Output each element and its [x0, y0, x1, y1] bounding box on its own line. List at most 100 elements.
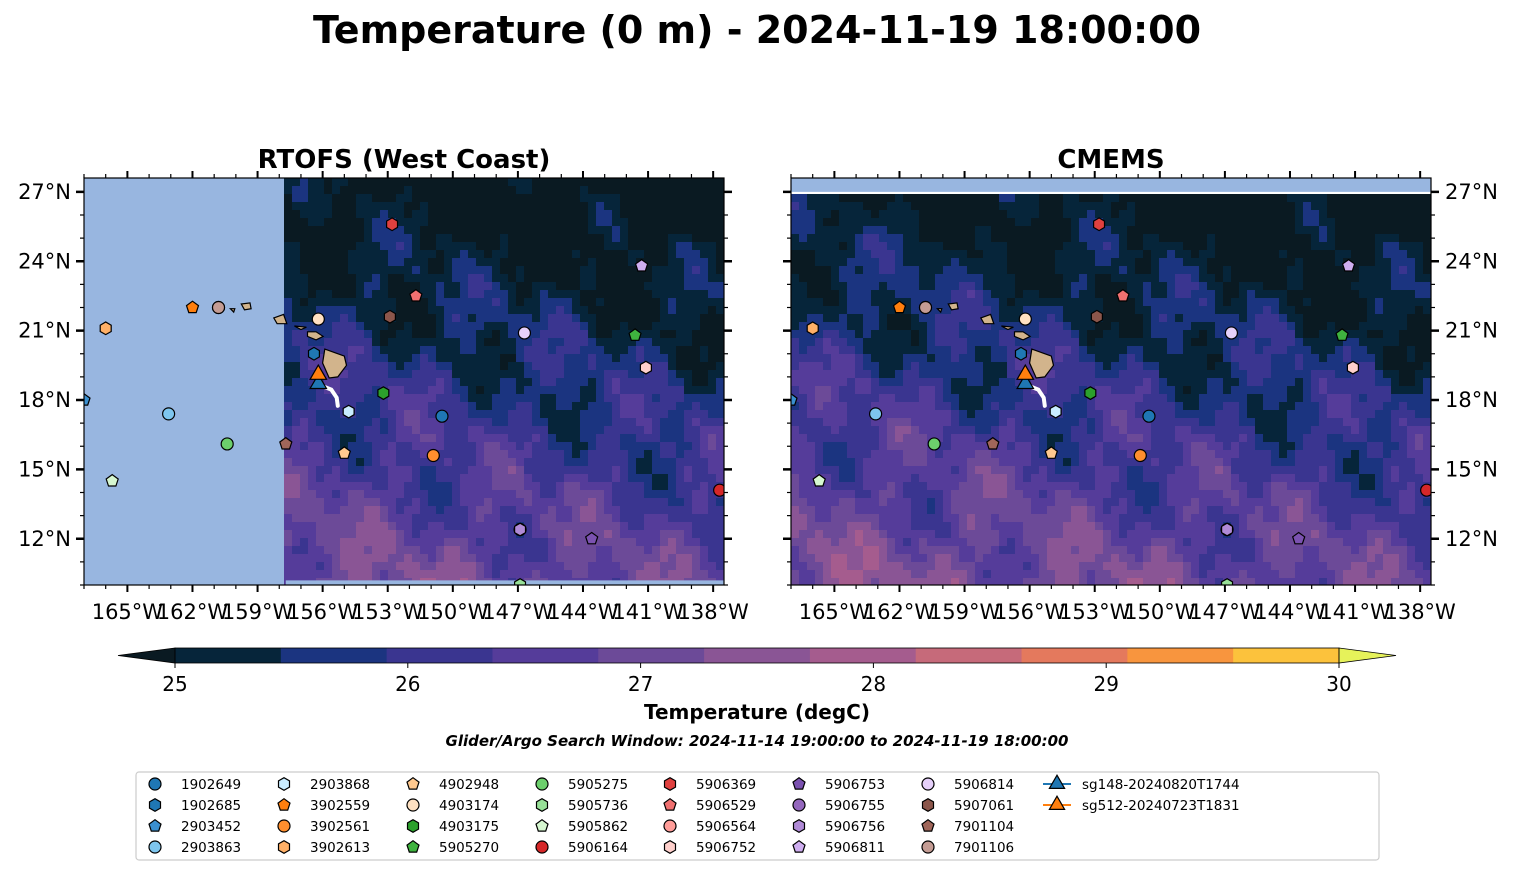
- field-cell: [1351, 282, 1360, 291]
- field-cell: [1095, 234, 1104, 243]
- field-cell: [428, 466, 437, 475]
- field-cell: [1055, 330, 1064, 339]
- field-cell: [644, 394, 653, 403]
- field-cell: [660, 434, 669, 443]
- field-cell: [791, 194, 800, 203]
- field-cell: [580, 418, 589, 427]
- field-cell: [404, 186, 413, 195]
- float-5906753: [584, 531, 599, 545]
- glider-track: [320, 384, 340, 408]
- field-cell: [668, 394, 677, 403]
- field-cell: [660, 490, 669, 499]
- field-cell: [556, 482, 565, 491]
- field-cell: [692, 362, 701, 371]
- field-cell: [604, 562, 613, 571]
- field-cell: [943, 306, 952, 315]
- field-cell: [388, 530, 397, 539]
- field-cell: [428, 442, 437, 451]
- field-cell: [839, 290, 848, 299]
- field-cell: [1279, 242, 1288, 251]
- field-cell: [620, 426, 629, 435]
- field-cell: [596, 178, 605, 187]
- field-cell: [919, 194, 928, 203]
- field-cell: [1159, 306, 1168, 315]
- field-cell: [1343, 242, 1352, 251]
- field-cell: [983, 346, 992, 355]
- field-cell: [1407, 202, 1416, 211]
- field-cell: [540, 314, 549, 323]
- field-cell: [316, 554, 325, 563]
- field-cell: [404, 482, 413, 491]
- field-cell: [548, 178, 557, 187]
- field-cell: [1399, 202, 1408, 211]
- field-cell: [548, 370, 557, 379]
- field-cell: [967, 202, 976, 211]
- field-cell: [468, 418, 477, 427]
- field-cell: [1047, 290, 1056, 299]
- field-cell: [540, 554, 549, 563]
- field-cell: [863, 242, 872, 251]
- field-cell: [1375, 314, 1384, 323]
- field-cell: [652, 210, 661, 219]
- field-cell: [492, 314, 501, 323]
- field-cell: [1255, 258, 1264, 267]
- field-cell: [1263, 314, 1272, 323]
- field-cell: [372, 306, 381, 315]
- field-cell: [316, 442, 325, 451]
- field-cell: [1039, 298, 1048, 307]
- field-cell: [1199, 370, 1208, 379]
- field-cell: [1223, 274, 1232, 283]
- field-cell: [855, 202, 864, 211]
- field-cell: [1023, 266, 1032, 275]
- field-cell: [476, 450, 485, 459]
- field-cell: [895, 370, 904, 379]
- field-cell: [1071, 378, 1080, 387]
- field-cell: [396, 290, 405, 299]
- figure-title: Temperature (0 m) - 2024-11-19 18:00:00: [313, 8, 1201, 52]
- field-cell: [700, 530, 709, 539]
- field-cell: [508, 562, 517, 571]
- field-cell: [396, 306, 405, 315]
- field-cell: [999, 386, 1008, 395]
- field-cell: [1087, 242, 1096, 251]
- field-cell: [628, 514, 637, 523]
- field-cell: [1175, 282, 1184, 291]
- field-cell: [556, 514, 565, 523]
- field-cell: [316, 530, 325, 539]
- field-cell: [1135, 362, 1144, 371]
- field-cell: [1367, 370, 1376, 379]
- field-cell: [468, 570, 477, 579]
- field-cell: [1055, 266, 1064, 275]
- field-cell: [348, 186, 357, 195]
- field-cell: [532, 554, 541, 563]
- field-cell: [1287, 274, 1296, 283]
- field-cell: [1375, 330, 1384, 339]
- field-cell: [855, 306, 864, 315]
- field-cell: [1255, 274, 1264, 283]
- field-cell: [668, 274, 677, 283]
- field-cell: [300, 522, 309, 531]
- field-cell: [716, 386, 724, 395]
- field-cell: [596, 322, 605, 331]
- field-cell: [564, 266, 573, 275]
- field-cell: [356, 466, 365, 475]
- field-cell: [284, 242, 293, 251]
- field-cell: [388, 570, 397, 579]
- field-cell: [1071, 354, 1080, 363]
- field-cell: [1247, 346, 1256, 355]
- field-cell: [388, 346, 397, 355]
- field-cell: [492, 250, 501, 259]
- field-cell: [855, 354, 864, 363]
- field-cell: [1223, 250, 1232, 259]
- field-cell: [1079, 210, 1088, 219]
- field-cell: [1279, 306, 1288, 315]
- field-cell: [967, 290, 976, 299]
- field-cell: [1223, 234, 1232, 243]
- field-cell: [708, 394, 717, 403]
- field-cell: [388, 306, 397, 315]
- field-cell: [612, 554, 621, 563]
- field-cell: [1391, 266, 1400, 275]
- field-cell: [1031, 314, 1040, 323]
- field-cell: [348, 258, 357, 267]
- field-cell: [708, 202, 717, 211]
